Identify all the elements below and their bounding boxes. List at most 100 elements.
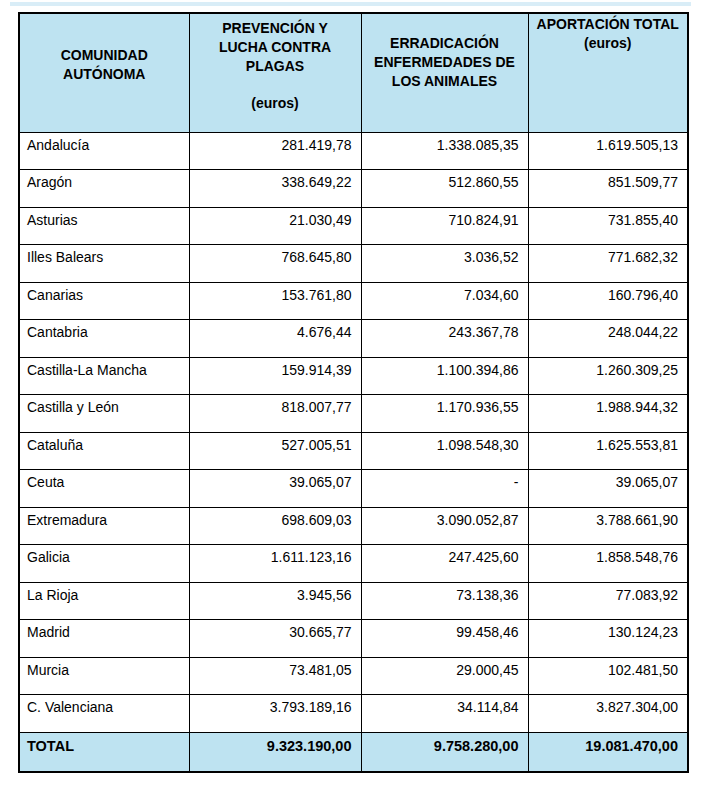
column-header-label: PREVENCIÓN Y LUCHA CONTRA PLAGAS — [210, 19, 340, 76]
amount-cell: 1.098.548,30 — [361, 432, 528, 470]
table-row: Castilla-La Mancha159.914,391.100.394,86… — [19, 357, 688, 395]
table-row: Aragón338.649,22512.860,55851.509,77 — [19, 170, 688, 208]
table-row: Asturias21.030,49710.824,91731.855,40 — [19, 207, 688, 245]
total-prevention: 9.323.190,00 — [189, 732, 361, 772]
column-header-unit: (euros) — [194, 94, 357, 113]
amount-cell: 1.611.123,16 — [189, 545, 361, 583]
table-row: Canarias153.761,807.034,60160.796,40 — [19, 282, 688, 320]
amount-cell: 21.030,49 — [189, 207, 361, 245]
table-row: La Rioja3.945,5673.138,3677.083,92 — [19, 582, 688, 620]
table-row: Murcia73.481,0529.000,45102.481,50 — [19, 657, 688, 695]
column-header-prevention: PREVENCIÓN Y LUCHA CONTRA PLAGAS (euros) — [189, 13, 361, 132]
amount-cell: 3.827.304,00 — [528, 695, 688, 733]
amount-cell: 77.083,92 — [528, 582, 688, 620]
amount-cell: 851.509,77 — [528, 170, 688, 208]
amount-cell: 1.619.505,13 — [528, 132, 688, 170]
community-name: Murcia — [19, 657, 189, 695]
amount-cell: 771.682,32 — [528, 245, 688, 283]
amount-cell: 1.100.394,86 — [361, 357, 528, 395]
amount-cell: 710.824,91 — [361, 207, 528, 245]
table-row: Ceuta39.065,07-39.065,07 — [19, 470, 688, 508]
community-name: Extremadura — [19, 507, 189, 545]
amount-cell: 698.609,03 — [189, 507, 361, 545]
community-name: C. Valenciana — [19, 695, 189, 733]
amount-cell: 102.481,50 — [528, 657, 688, 695]
column-header-total: APORTACIÓN TOTAL (euros) — [528, 13, 688, 132]
community-name: Illes Balears — [19, 245, 189, 283]
column-header-label: COMUNIDAD AUTÓNOMA — [24, 46, 185, 84]
community-name: Cataluña — [19, 432, 189, 470]
community-name: Castilla y León — [19, 395, 189, 433]
column-header-community: COMUNIDAD AUTÓNOMA — [19, 13, 189, 132]
community-name: Galicia — [19, 545, 189, 583]
community-name: Canarias — [19, 282, 189, 320]
community-name: La Rioja — [19, 582, 189, 620]
amount-cell: 73.138,36 — [361, 582, 528, 620]
table-body: Andalucía281.419,781.338.085,351.619.505… — [19, 132, 688, 732]
total-label: TOTAL — [19, 732, 189, 772]
amount-cell: 1.625.553,81 — [528, 432, 688, 470]
table-row: Galicia1.611.123,16247.425,601.858.548,7… — [19, 545, 688, 583]
funding-table: COMUNIDAD AUTÓNOMA PREVENCIÓN Y LUCHA CO… — [18, 12, 689, 773]
community-name: Madrid — [19, 620, 189, 658]
amount-cell: 160.796,40 — [528, 282, 688, 320]
amount-cell: 99.458,46 — [361, 620, 528, 658]
amount-cell: 281.419,78 — [189, 132, 361, 170]
amount-cell: 512.860,55 — [361, 170, 528, 208]
amount-cell: 34.114,84 — [361, 695, 528, 733]
community-name: Ceuta — [19, 470, 189, 508]
amount-cell: 527.005,51 — [189, 432, 361, 470]
amount-cell: 3.945,56 — [189, 582, 361, 620]
amount-cell: - — [361, 470, 528, 508]
amount-cell: 731.855,40 — [528, 207, 688, 245]
amount-cell: 818.007,77 — [189, 395, 361, 433]
table-row: Castilla y León818.007,771.170.936,551.9… — [19, 395, 688, 433]
community-name: Andalucía — [19, 132, 189, 170]
amount-cell: 1.988.944,32 — [528, 395, 688, 433]
community-name: Aragón — [19, 170, 189, 208]
amount-cell: 39.065,07 — [528, 470, 688, 508]
column-header-unit: (euros) — [533, 34, 684, 53]
column-header-label: APORTACIÓN TOTAL — [537, 16, 679, 32]
total-aportacion: 19.081.470,00 — [528, 732, 688, 772]
amount-cell: 3.793.189,16 — [189, 695, 361, 733]
amount-cell: 1.858.548,76 — [528, 545, 688, 583]
table-row: Madrid30.665,7799.458,46130.124,23 — [19, 620, 688, 658]
amount-cell: 243.367,78 — [361, 320, 528, 358]
table-row: Cantabria4.676,44243.367,78248.044,22 — [19, 320, 688, 358]
amount-cell: 3.788.661,90 — [528, 507, 688, 545]
table-header: COMUNIDAD AUTÓNOMA PREVENCIÓN Y LUCHA CO… — [19, 13, 688, 132]
community-name: Asturias — [19, 207, 189, 245]
amount-cell: 338.649,22 — [189, 170, 361, 208]
table-row: Andalucía281.419,781.338.085,351.619.505… — [19, 132, 688, 170]
amount-cell: 768.645,80 — [189, 245, 361, 283]
total-eradication: 9.758.280,00 — [361, 732, 528, 772]
amount-cell: 3.090.052,87 — [361, 507, 528, 545]
amount-cell: 29.000,45 — [361, 657, 528, 695]
table-row: Extremadura698.609,033.090.052,873.788.6… — [19, 507, 688, 545]
amount-cell: 130.124,23 — [528, 620, 688, 658]
table-footer: TOTAL 9.323.190,00 9.758.280,00 19.081.4… — [19, 732, 688, 772]
amount-cell: 1.260.309,25 — [528, 357, 688, 395]
amount-cell: 4.676,44 — [189, 320, 361, 358]
amount-cell: 73.481,05 — [189, 657, 361, 695]
column-header-label: ERRADICACIÓN ENFERMEDADES DE LOS ANIMALE… — [366, 34, 524, 91]
amount-cell: 248.044,22 — [528, 320, 688, 358]
amount-cell: 1.338.085,35 — [361, 132, 528, 170]
amount-cell: 1.170.936,55 — [361, 395, 528, 433]
header-row: COMUNIDAD AUTÓNOMA PREVENCIÓN Y LUCHA CO… — [19, 13, 688, 132]
amount-cell: 39.065,07 — [189, 470, 361, 508]
amount-cell: 153.761,80 — [189, 282, 361, 320]
community-name: Cantabria — [19, 320, 189, 358]
amount-cell: 7.034,60 — [361, 282, 528, 320]
column-header-eradication: ERRADICACIÓN ENFERMEDADES DE LOS ANIMALE… — [361, 13, 528, 132]
amount-cell: 30.665,77 — [189, 620, 361, 658]
amount-cell: 159.914,39 — [189, 357, 361, 395]
amount-cell: 3.036,52 — [361, 245, 528, 283]
community-name: Castilla-La Mancha — [19, 357, 189, 395]
table-row: C. Valenciana3.793.189,1634.114,843.827.… — [19, 695, 688, 733]
table-row: Illes Balears768.645,803.036,52771.682,3… — [19, 245, 688, 283]
page-top-highlight-stripe — [10, 2, 691, 6]
table-row: Cataluña527.005,511.098.548,301.625.553,… — [19, 432, 688, 470]
total-row: TOTAL 9.323.190,00 9.758.280,00 19.081.4… — [19, 732, 688, 772]
